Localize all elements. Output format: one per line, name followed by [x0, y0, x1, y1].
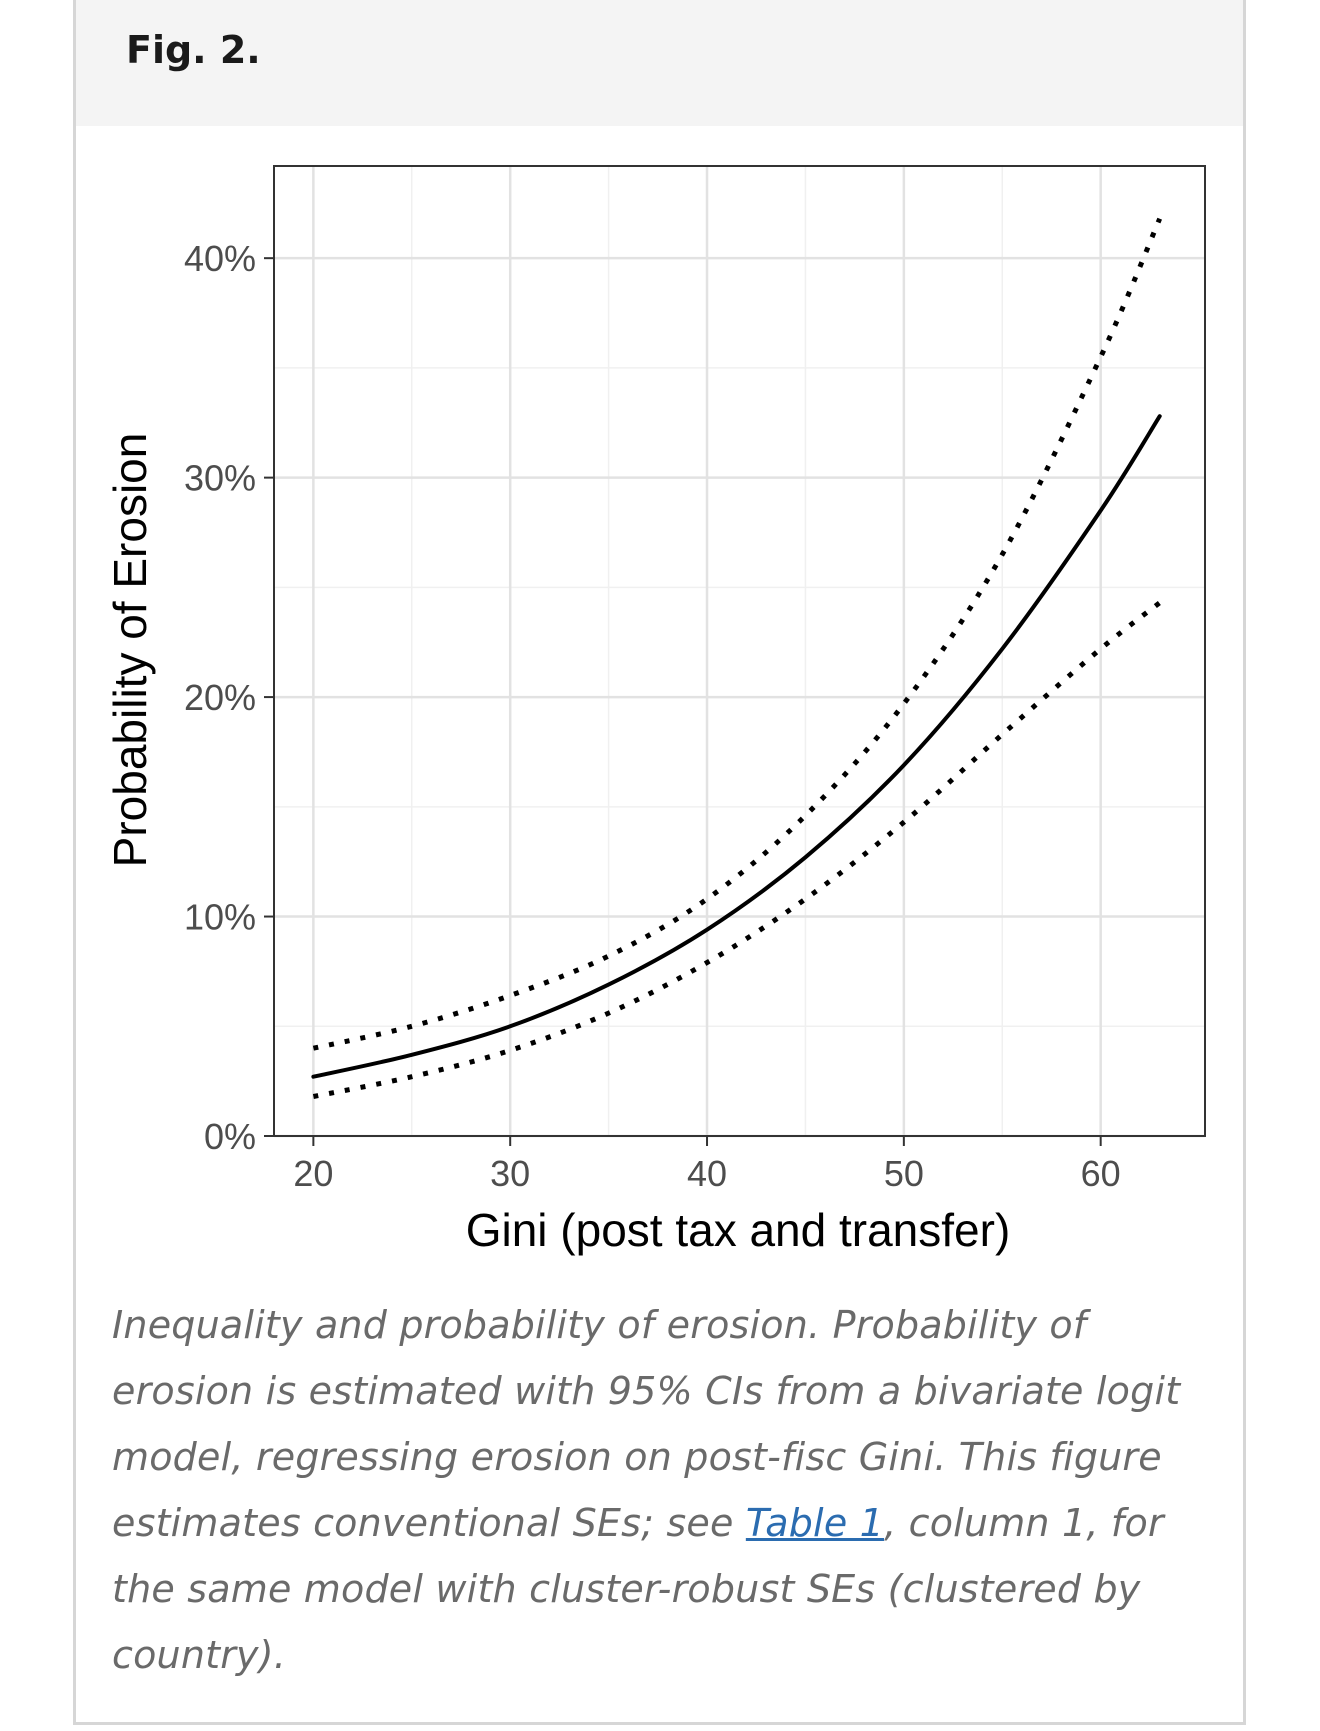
- y-tick-label: 0%: [204, 1116, 256, 1157]
- caption-text-1: Inequality and probability of erosion. P…: [112, 1303, 1181, 1545]
- plot-border: [273, 165, 1206, 1137]
- y-axis-label: Probability of Erosion: [104, 433, 156, 868]
- axis-layer: 20 30 40 50 60 0% 10% 20% 30% 40%: [184, 238, 1121, 1194]
- y-tick-label: 10%: [184, 897, 256, 938]
- x-tick-label: 20: [293, 1153, 333, 1194]
- x-tick-label: 30: [490, 1153, 530, 1194]
- x-axis-label: Gini (post tax and transfer): [466, 1204, 1011, 1256]
- chart: 20 30 40 50 60 0% 10% 20% 30% 40% Gini (post tax …: [104, 165, 1206, 1256]
- x-tick-label: 40: [687, 1153, 727, 1194]
- x-tick-label: 60: [1081, 1153, 1121, 1194]
- series-line-upper-95-ci: [312, 217, 1163, 1051]
- figure-card: Fig. 2.: [73, 0, 1246, 1725]
- y-tick-label: 30%: [184, 458, 256, 499]
- figure-header: Fig. 2.: [76, 0, 1243, 126]
- series-line-lower-95-ci: [312, 600, 1162, 1099]
- grid-layer: [274, 166, 1205, 1138]
- figure-caption: Inequality and probability of erosion. P…: [112, 1292, 1202, 1688]
- series-line-estimate: [311, 414, 1162, 1079]
- x-tick-label: 50: [884, 1153, 924, 1194]
- series-layer: [311, 217, 1163, 1099]
- table-1-link[interactable]: Table 1: [745, 1501, 885, 1545]
- y-tick-label: 40%: [184, 238, 256, 279]
- caption-text-2: , column 1, for the same model with clus…: [112, 1501, 1164, 1677]
- y-tick-label: 20%: [184, 677, 256, 718]
- figure-label: Fig. 2.: [126, 28, 261, 72]
